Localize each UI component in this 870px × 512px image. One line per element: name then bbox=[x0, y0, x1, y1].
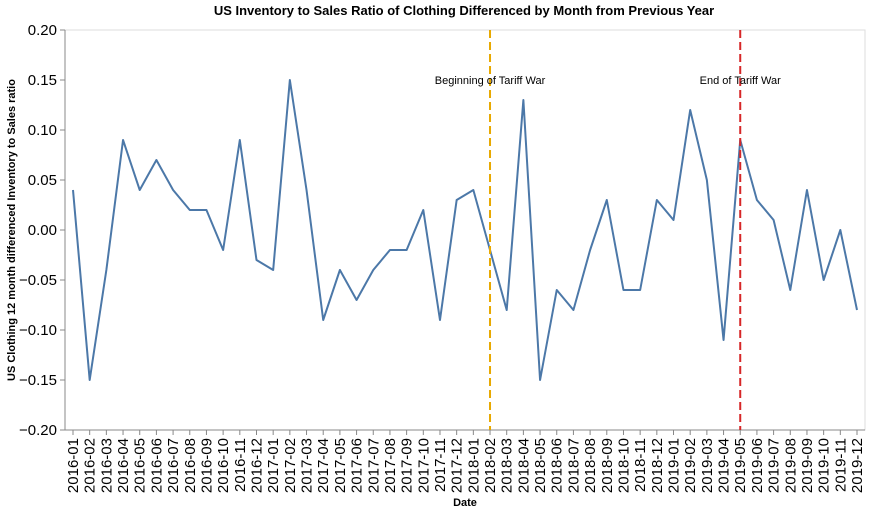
x-tick-label: 2019-09 bbox=[799, 438, 816, 493]
y-tick-label: 0.05 bbox=[28, 172, 57, 189]
x-tick-label: 2016-02 bbox=[82, 438, 99, 493]
x-tick-label: 2017-01 bbox=[265, 438, 282, 493]
x-tick-label: 2017-09 bbox=[399, 438, 416, 493]
x-tick-label: 2017-10 bbox=[415, 438, 432, 493]
x-axis-title: Date bbox=[453, 497, 477, 509]
x-tick-label: 2018-01 bbox=[465, 438, 482, 493]
x-tick-label: 2016-01 bbox=[65, 438, 82, 493]
chart-annotations: Beginning of Tariff War End of Tariff War bbox=[435, 30, 781, 430]
y-tick-label: −0.05 bbox=[19, 272, 57, 289]
y-tick-label: 0.00 bbox=[28, 222, 57, 239]
x-tick-label: 2018-04 bbox=[515, 438, 532, 493]
y-tick-label: −0.10 bbox=[19, 322, 57, 339]
x-tick-label: 2019-04 bbox=[716, 438, 733, 493]
x-tick-label: 2019-03 bbox=[699, 438, 716, 493]
x-tick-label: 2018-08 bbox=[582, 438, 599, 493]
x-tick-label: 2019-10 bbox=[816, 438, 833, 493]
x-tick-label: 2016-10 bbox=[215, 438, 232, 493]
x-tick-label: 2019-11 bbox=[832, 438, 849, 492]
x-tick-label: 2016-11 bbox=[232, 438, 249, 492]
x-tick-label: 2017-08 bbox=[382, 438, 399, 493]
series-line bbox=[72, 79, 858, 381]
x-tick-label: 2016-03 bbox=[98, 438, 115, 493]
x-tick-label: 2016-09 bbox=[198, 438, 215, 493]
y-axis-title: US Clothing 12 month differenced Invento… bbox=[6, 79, 18, 381]
x-tick-label: 2018-10 bbox=[615, 438, 632, 493]
chart-title: US Inventory to Sales Ratio of Clothing … bbox=[214, 3, 714, 18]
x-tick-label: 2016-06 bbox=[148, 438, 165, 493]
x-tick-label: 2018-05 bbox=[532, 438, 549, 493]
x-tick-label: 2019-06 bbox=[749, 438, 766, 493]
x-tick-label: 2017-02 bbox=[282, 438, 299, 493]
x-tick-label: 2016-04 bbox=[115, 438, 132, 493]
x-tick-label: 2016-05 bbox=[132, 438, 149, 493]
x-tick-label: 2019-07 bbox=[766, 438, 783, 493]
x-axis: 2016-01 2016-02 2016-03 2016-04 2016-05 2016-… bbox=[65, 429, 866, 493]
x-tick-label: 2016-12 bbox=[248, 438, 265, 493]
x-tick-label: 2016-07 bbox=[165, 438, 182, 493]
y-tick-label: −0.20 bbox=[19, 422, 57, 439]
annotation-label: Beginning of Tariff War bbox=[435, 75, 546, 87]
x-tick-label: 2018-09 bbox=[599, 438, 616, 493]
chart-marks bbox=[72, 79, 858, 381]
y-tick-label: 0.15 bbox=[28, 72, 57, 89]
x-tick-label: 2017-06 bbox=[349, 438, 366, 493]
y-tick-label: 0.20 bbox=[28, 22, 57, 39]
x-tick-label: 2019-05 bbox=[732, 438, 749, 493]
x-tick-label: 2016-08 bbox=[182, 438, 199, 493]
x-tick-label: 2018-07 bbox=[565, 438, 582, 493]
y-axis: −0.20 −0.15 −0.10 −0.05 0.00 0.05 0.10 0.15 0.20 bbox=[19, 22, 66, 439]
x-tick-label: 2017-05 bbox=[332, 438, 349, 493]
x-tick-label: 2018-02 bbox=[482, 438, 499, 493]
x-tick-label: 2017-11 bbox=[432, 438, 449, 492]
annotation-label: End of Tariff War bbox=[700, 75, 781, 87]
x-tick-label: 2018-11 bbox=[632, 438, 649, 492]
y-tick-label: −0.15 bbox=[19, 372, 57, 389]
x-tick-label: 2018-06 bbox=[549, 438, 566, 493]
x-tick-label: 2017-12 bbox=[449, 438, 466, 493]
x-tick-label: 2019-12 bbox=[849, 438, 866, 493]
x-tick-label: 2019-02 bbox=[682, 438, 699, 493]
y-tick-label: 0.10 bbox=[28, 122, 57, 139]
x-tick-label: 2019-01 bbox=[666, 438, 683, 493]
x-tick-label: 2017-03 bbox=[299, 438, 316, 493]
x-tick-label: 2018-03 bbox=[499, 438, 516, 493]
x-tick-label: 2019-08 bbox=[782, 438, 799, 493]
x-tick-label: 2017-04 bbox=[315, 438, 332, 493]
plot-frame bbox=[64, 29, 866, 431]
x-tick-label: 2017-07 bbox=[365, 438, 382, 493]
x-tick-label: 2018-12 bbox=[649, 438, 666, 493]
